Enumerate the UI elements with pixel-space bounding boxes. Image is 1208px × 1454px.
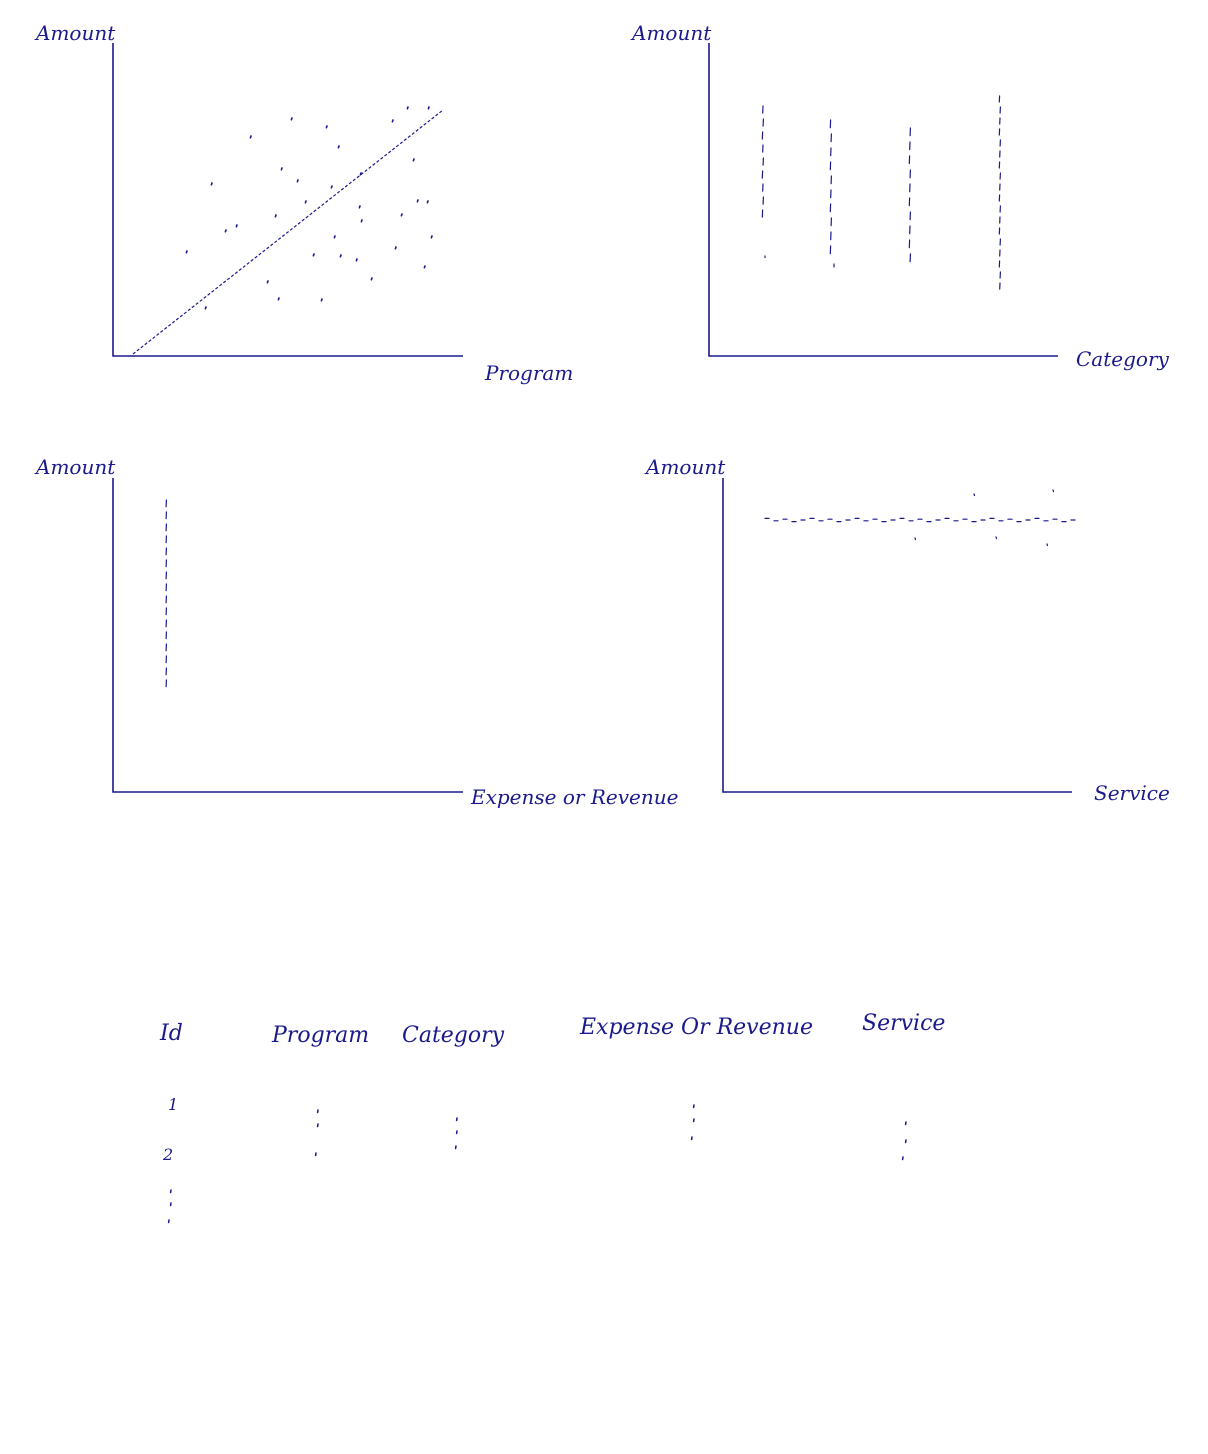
scatter-point	[224, 229, 227, 233]
service-outlier	[1046, 543, 1049, 547]
chart-amount-vs-category: Amount Category	[630, 21, 1170, 371]
scatter-point	[423, 265, 426, 269]
scatter-point	[370, 277, 373, 281]
scatter-point	[330, 185, 333, 189]
chart-2-strips	[761, 95, 1002, 290]
chart-4-y-label: Amount	[644, 455, 726, 479]
chart-4-x-label: Service	[1094, 781, 1170, 805]
scatter-point	[394, 246, 397, 250]
chart-3-axes	[112, 478, 463, 793]
service-outlier	[914, 537, 917, 541]
table-row-id-1: 1	[168, 1095, 178, 1114]
scatter-point	[391, 119, 394, 123]
scatter-point	[304, 200, 307, 204]
table-sketch: Id Program Category Expense Or Revenue S…	[159, 1011, 945, 1224]
scatter-point	[358, 205, 361, 209]
scatter-point	[360, 219, 363, 223]
scatter-point	[355, 258, 358, 262]
scatter-point	[249, 135, 252, 139]
table-header-id: Id	[159, 1021, 183, 1046]
scatter-point	[337, 145, 340, 149]
chart-1-axes	[112, 43, 463, 357]
scatter-point	[406, 106, 409, 110]
chart-amount-vs-program: Amount Program	[34, 21, 573, 385]
scatter-point	[320, 298, 323, 302]
scatter-point	[339, 254, 342, 258]
scatter-point	[325, 125, 328, 129]
scatter-point	[274, 214, 277, 218]
scatter-point	[416, 199, 419, 203]
table-header-service: Service	[862, 1011, 945, 1036]
chart-1-points	[185, 106, 433, 310]
chart-amount-vs-expense-or-revenue: Amount Expense or Revenue	[34, 455, 678, 809]
service-outlier	[973, 493, 976, 497]
scatter-point	[426, 200, 429, 204]
scatter-point	[430, 235, 433, 239]
table-header-category: Category	[402, 1023, 505, 1048]
scatter-point	[204, 306, 207, 310]
scatter-point	[235, 224, 238, 228]
service-outlier	[995, 536, 998, 540]
scatter-point	[312, 253, 315, 257]
scatter-point	[412, 158, 415, 162]
chart-1-x-label: Program	[484, 361, 573, 385]
table-ellipsis-marks	[167, 1104, 907, 1224]
scatter-point	[185, 250, 188, 254]
chart-1-y-label: Amount	[34, 21, 116, 45]
service-outlier	[1052, 489, 1055, 493]
chart-2-axes	[708, 43, 1058, 357]
scatter-point	[427, 106, 430, 110]
scatter-point	[400, 213, 403, 217]
chart-1-trend-line	[132, 109, 444, 355]
scatter-point	[359, 172, 362, 176]
scatter-point	[210, 182, 213, 186]
table-header-program: Program	[271, 1023, 369, 1048]
table-row-id-2: 2	[162, 1145, 173, 1164]
scatter-point	[290, 117, 293, 121]
chart-2-x-label: Category	[1076, 347, 1170, 371]
chart-3-y-label: Amount	[34, 455, 116, 479]
chart-3-x-label: Expense or Revenue	[470, 785, 678, 809]
table-header-expense-or-revenue: Expense Or Revenue	[579, 1015, 813, 1040]
chart-amount-vs-service: Amount Service	[644, 455, 1170, 805]
scatter-point	[333, 235, 336, 239]
chart-2-y-label: Amount	[630, 21, 712, 45]
scatter-point	[266, 280, 269, 284]
chart-4-axes	[722, 478, 1072, 793]
scatter-point	[277, 297, 280, 301]
scatter-point	[296, 179, 299, 183]
scatter-point	[280, 167, 283, 171]
chart-4-points	[764, 489, 1076, 547]
